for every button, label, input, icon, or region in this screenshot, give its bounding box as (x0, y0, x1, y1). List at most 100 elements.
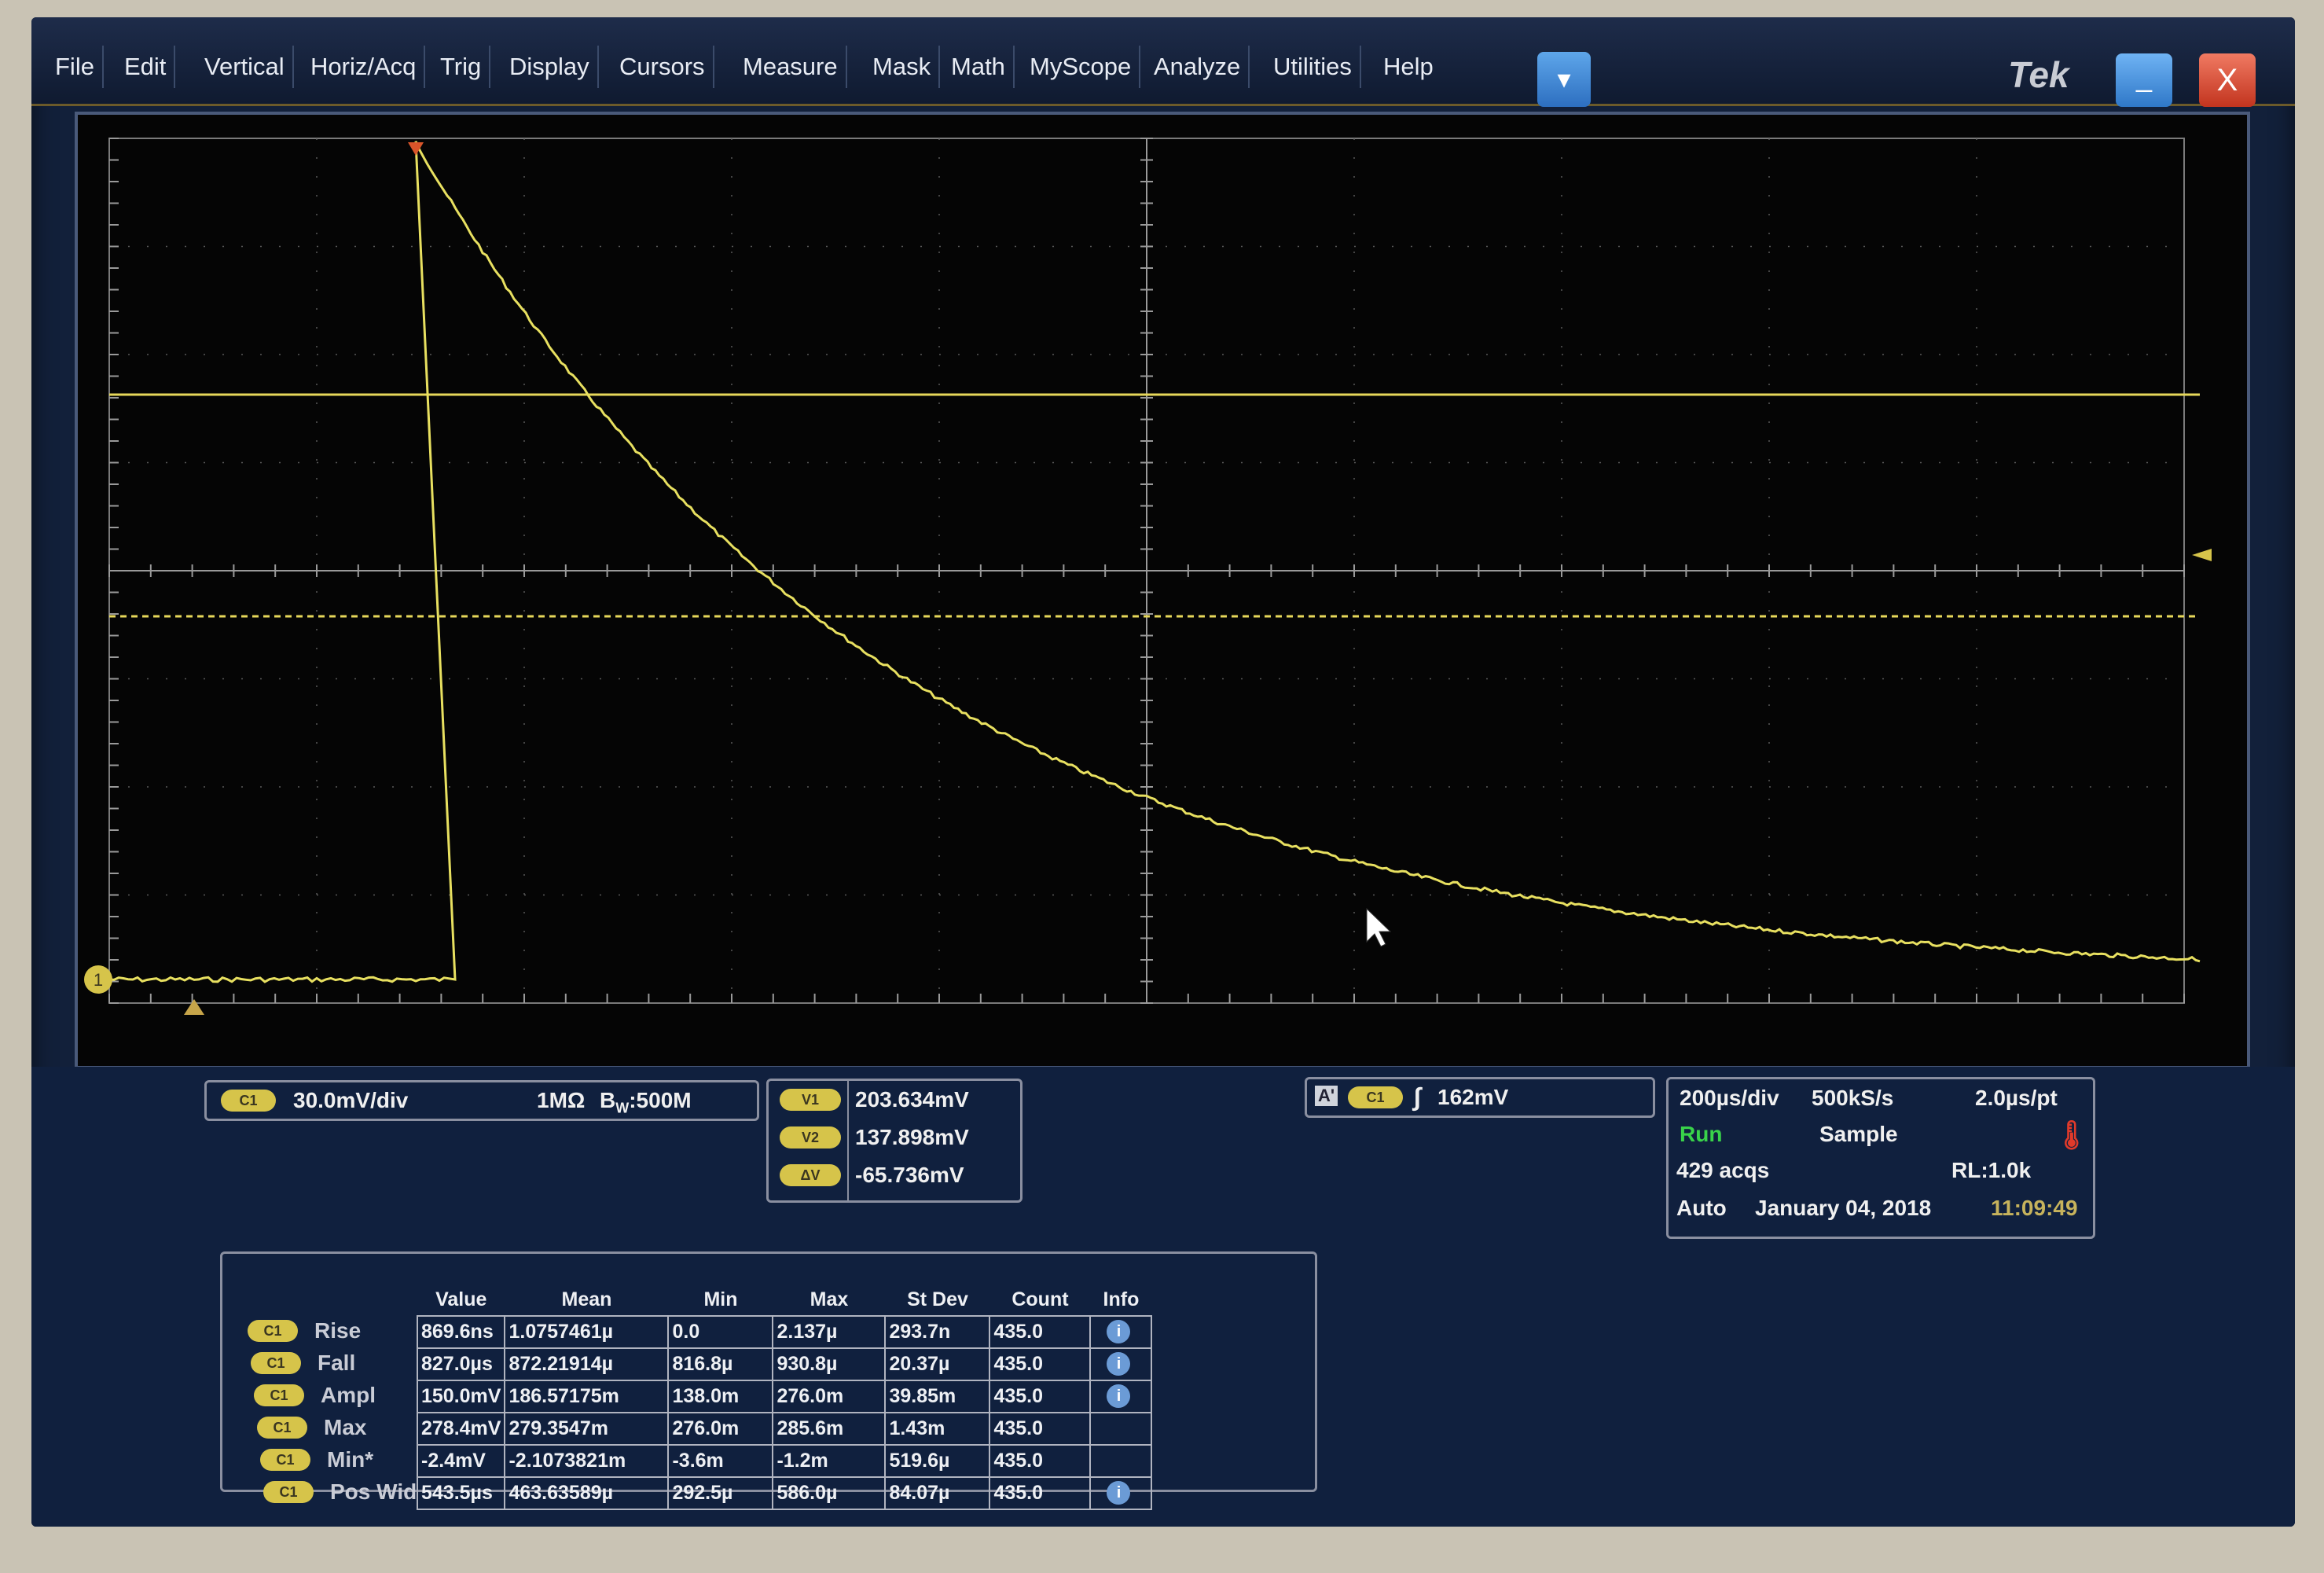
reference-marker[interactable] (184, 999, 204, 1015)
measurement-value: 543.5µs (416, 1476, 506, 1510)
measurement-info-cell (1089, 1412, 1153, 1446)
measurement-max: 276.0m (772, 1380, 887, 1413)
acquisition-status[interactable]: 200µs/div 500kS/s 2.0µs/pt Run Sample 🌡 … (1666, 1077, 2095, 1239)
measurement-max: -1.2m (772, 1444, 887, 1478)
measurement-mean: 872.21914µ (504, 1347, 670, 1381)
trigger-settings[interactable]: A' C1 ∫ 162mV (1305, 1077, 1655, 1118)
measurement-source-chip: C1 (260, 1449, 310, 1471)
measurement-value: 278.4mV (416, 1412, 506, 1446)
measurement-stdev: 1.43m (884, 1412, 991, 1446)
measurement-min: 276.0m (667, 1412, 774, 1446)
measurement-max: 930.8µ (772, 1347, 887, 1381)
thermometer-icon: 🌡 (2054, 1119, 2090, 1151)
measurement-row[interactable]: -2.4mV -2.1073821m -3.6m -1.2m 519.6µ 435.0 (416, 1444, 1153, 1478)
acq-mode: Sample (1819, 1122, 1898, 1146)
measurement-max: 586.0µ (772, 1476, 887, 1510)
time-per-point: 2.0µs/pt (1975, 1086, 2058, 1110)
measurement-min: 138.0m (667, 1380, 774, 1413)
channel-impedance: 1MΩ (537, 1088, 586, 1112)
trigger-level: 162mV (1437, 1085, 1509, 1109)
measurement-value: 869.6ns (416, 1315, 506, 1349)
menu-math[interactable]: Math (943, 46, 1015, 88)
channel-scale: 30.0mV/div (293, 1088, 409, 1112)
sample-rate: 500kS/s (1812, 1086, 1894, 1110)
measurement-source-chip: C1 (251, 1352, 301, 1374)
header-value: Value (435, 1288, 487, 1310)
record-length: RL:1.0k (1951, 1158, 2032, 1182)
channel-bandwidth: BW:500M (600, 1088, 692, 1116)
menu-utilities[interactable]: Utilities (1265, 46, 1361, 88)
header-max: Max (810, 1288, 849, 1310)
measurement-count: 435.0 (989, 1380, 1092, 1413)
menu-measure[interactable]: Measure (735, 46, 847, 88)
menu-mask[interactable]: Mask (865, 46, 941, 88)
menu-analyze[interactable]: Analyze (1146, 46, 1250, 88)
measurement-mean: 186.57175m (504, 1380, 670, 1413)
channel-1-trace (108, 141, 2201, 983)
close-icon[interactable]: X (2199, 53, 2256, 107)
cursor-lines[interactable] (109, 393, 2200, 618)
minimize-icon[interactable]: _ (2116, 53, 2172, 107)
channel-1-ground-marker[interactable] (84, 965, 112, 994)
acq-time: 11:09:49 (1991, 1196, 2078, 1220)
measurement-count: 435.0 (989, 1347, 1092, 1381)
measurement-row[interactable]: 827.0µs 872.21914µ 816.8µ 930.8µ 20.37µ 435.0… (416, 1347, 1153, 1381)
measurement-name: Rise (314, 1318, 362, 1343)
measurement-value: 150.0mV (416, 1380, 506, 1413)
cursor-delta-chip: ΔV (780, 1164, 841, 1186)
info-icon[interactable]: i (1107, 1352, 1131, 1376)
trigger-source-chip: C1 (1348, 1086, 1403, 1108)
menu-file[interactable]: File (47, 46, 104, 88)
measurement-name: Ampl (321, 1383, 376, 1407)
measurement-max: 285.6m (772, 1412, 887, 1446)
info-icon[interactable]: i (1107, 1384, 1131, 1408)
brand-logo: Tek (2008, 54, 2069, 95)
menu-trig[interactable]: Trig (432, 46, 491, 88)
measurement-stdev: 293.7n (884, 1315, 991, 1349)
oscilloscope-screen: File Edit Vertical Horiz/Acq Trig Displa… (31, 17, 2295, 1527)
channel-chip: C1 (221, 1090, 276, 1112)
menu-vertical[interactable]: Vertical (196, 46, 294, 88)
measurement-count: 435.0 (989, 1444, 1092, 1478)
measurement-info-cell (1089, 1444, 1153, 1478)
measurement-source-chip: C1 (254, 1384, 304, 1406)
measurement-mean: 279.3547m (504, 1412, 670, 1446)
cursor-readout[interactable]: V1 203.634mV V2 137.898mV ΔV -65.736mV (766, 1079, 1022, 1203)
cursor-v2-value: 137.898mV (855, 1125, 969, 1149)
menu-horiz-acq[interactable]: Horiz/Acq (303, 46, 426, 88)
mouse-pointer-icon (1366, 907, 1392, 947)
measurement-name: Min* (327, 1447, 374, 1472)
measurement-rows: 869.6ns 1.0757461µ 0.0 2.137µ 293.7n 435.0 i 82… (416, 1315, 1153, 1510)
menu-help[interactable]: Help (1383, 53, 1434, 80)
header-info: Info (1103, 1288, 1140, 1310)
measurement-stdev: 20.37µ (884, 1347, 991, 1381)
measurement-mean: -2.1073821m (504, 1444, 670, 1478)
measurement-count: 435.0 (989, 1315, 1092, 1349)
measurement-value: 827.0µs (416, 1347, 506, 1381)
measurement-source-chip: C1 (248, 1320, 298, 1342)
menu-edit[interactable]: Edit (116, 46, 176, 88)
measurement-row[interactable]: 278.4mV 279.3547m 276.0m 285.6m 1.43m 435.0 (416, 1412, 1153, 1446)
measurement-header-row: Value Mean Min Max St Dev Count Info (417, 1284, 1151, 1316)
waveform-display[interactable]: 1 (75, 112, 2250, 1069)
header-mean: Mean (561, 1288, 612, 1310)
trigger-mode-label: A' (1315, 1086, 1338, 1106)
chevron-down-icon[interactable]: ▾ (1537, 52, 1591, 107)
measurement-min: 816.8µ (667, 1347, 774, 1381)
measurement-info-cell: i (1089, 1347, 1153, 1381)
menu-cursors[interactable]: Cursors (611, 46, 714, 88)
measurement-info-cell: i (1089, 1476, 1153, 1510)
measurement-min: 292.5µ (667, 1476, 774, 1510)
info-icon[interactable]: i (1107, 1320, 1131, 1343)
measurement-row[interactable]: 150.0mV 186.57175m 138.0m 276.0m 39.85m 435.0… (416, 1380, 1153, 1413)
info-icon[interactable]: i (1107, 1481, 1131, 1505)
menu-display[interactable]: Display (501, 46, 599, 88)
trigger-level-marker[interactable] (2192, 549, 2212, 561)
measurement-min: -3.6m (667, 1444, 774, 1478)
trigger-position-marker[interactable] (408, 142, 424, 156)
measurement-row[interactable]: 869.6ns 1.0757461µ 0.0 2.137µ 293.7n 435.0 i (416, 1315, 1153, 1349)
channel-1-settings[interactable]: C1 30.0mV/div 1MΩ BW:500M (204, 1080, 759, 1121)
measurement-stdev: 39.85m (884, 1380, 991, 1413)
menu-myscope[interactable]: MyScope (1022, 46, 1141, 88)
measurement-row[interactable]: 543.5µs 463.63589µ 292.5µ 586.0µ 84.07µ 435.0… (416, 1476, 1153, 1510)
